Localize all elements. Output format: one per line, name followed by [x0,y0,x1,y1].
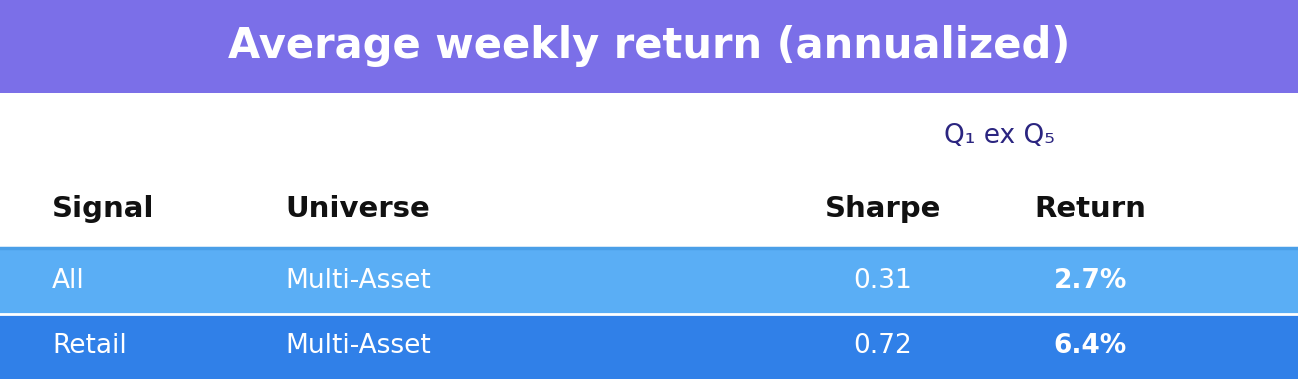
Text: 2.7%: 2.7% [1054,268,1127,294]
Text: Retail: Retail [52,333,127,359]
Text: Q₁ ex Q₅: Q₁ ex Q₅ [944,123,1055,149]
Text: Sharpe: Sharpe [824,196,941,223]
Text: 0.72: 0.72 [853,333,912,359]
Text: Signal: Signal [52,196,154,223]
Text: 0.31: 0.31 [853,268,912,294]
Text: Multi-Asset: Multi-Asset [286,268,431,294]
Text: Return: Return [1035,196,1146,223]
FancyBboxPatch shape [0,0,1298,93]
FancyBboxPatch shape [0,314,1298,379]
FancyBboxPatch shape [0,93,1298,248]
Text: Average weekly return (annualized): Average weekly return (annualized) [228,25,1070,67]
Text: 6.4%: 6.4% [1054,333,1127,359]
Text: Multi-Asset: Multi-Asset [286,333,431,359]
FancyBboxPatch shape [0,248,1298,314]
Text: Universe: Universe [286,196,431,223]
Text: All: All [52,268,84,294]
